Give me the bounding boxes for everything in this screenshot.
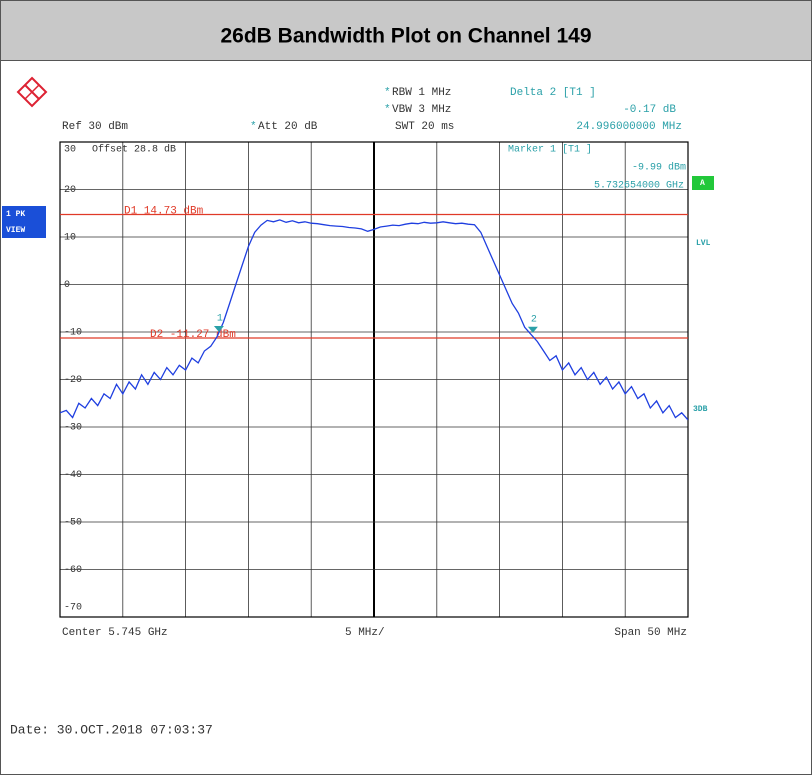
y-tick-label: 0 bbox=[64, 280, 70, 291]
marker-freq: 5.732654000 GHz bbox=[594, 181, 684, 192]
header bbox=[0, 0, 812, 61]
y-tick-label: -70 bbox=[64, 603, 82, 614]
trace-mode: 1 PK bbox=[6, 210, 25, 219]
ref-level: Ref 30 dBm bbox=[62, 121, 128, 133]
chart-title: 26dB Bandwidth Plot on Channel 149 bbox=[220, 25, 591, 48]
delta-title: Delta 2 [T1 ] bbox=[510, 87, 596, 99]
y-tick-label: -30 bbox=[64, 423, 82, 434]
y-tick-label: -40 bbox=[64, 470, 82, 481]
trace-mode: VIEW bbox=[6, 226, 25, 235]
y-tick-label: 10 bbox=[64, 233, 76, 244]
marker bbox=[213, 325, 224, 332]
y-tick-label: 30 bbox=[64, 145, 76, 156]
y-tick-label: -10 bbox=[64, 328, 82, 339]
marker-label: 1 bbox=[217, 314, 223, 325]
plot-border bbox=[59, 141, 689, 618]
marker-label: 2 bbox=[531, 314, 537, 325]
y-tick-label: -60 bbox=[64, 565, 82, 576]
attenuation: Att 20 dB bbox=[258, 121, 318, 133]
star: * bbox=[384, 104, 391, 116]
ref-label: D2 -11.27 dBm bbox=[150, 329, 236, 341]
trace bbox=[60, 219, 688, 421]
delta-level: -0.17 dB bbox=[623, 104, 676, 116]
logo bbox=[16, 76, 48, 108]
delta-freq: 24.996000000 MHz bbox=[576, 121, 682, 133]
db3: 3DB bbox=[693, 405, 708, 414]
span: Span 50 MHz bbox=[614, 627, 687, 639]
center: Center 5.745 GHz bbox=[62, 627, 168, 639]
trace-mode-box bbox=[2, 206, 46, 238]
vbw: VBW 3 MHz bbox=[392, 104, 451, 116]
y-tick-label: 20 bbox=[64, 185, 76, 196]
marker-level: -9.99 dBm bbox=[632, 162, 686, 174]
ref-label: D1 14.73 dBm bbox=[124, 205, 204, 217]
swt: SWT 20 ms bbox=[395, 121, 454, 133]
trace-a-box bbox=[692, 176, 714, 190]
star: * bbox=[250, 121, 257, 133]
rbw: RBW 1 MHz bbox=[392, 87, 451, 99]
marker bbox=[527, 326, 538, 333]
lvl: LVL bbox=[696, 239, 711, 248]
div: 5 MHz/ bbox=[345, 627, 385, 639]
y-tick-label: -20 bbox=[64, 375, 82, 386]
star: * bbox=[384, 87, 391, 99]
offset: Offset 28.8 dB bbox=[92, 144, 176, 156]
y-tick-label: -50 bbox=[64, 518, 82, 529]
marker-title: Marker 1 [T1 ] bbox=[508, 144, 592, 156]
trace-a: A bbox=[700, 179, 705, 188]
date: Date: 30.OCT.2018 07:03:37 bbox=[10, 722, 213, 737]
